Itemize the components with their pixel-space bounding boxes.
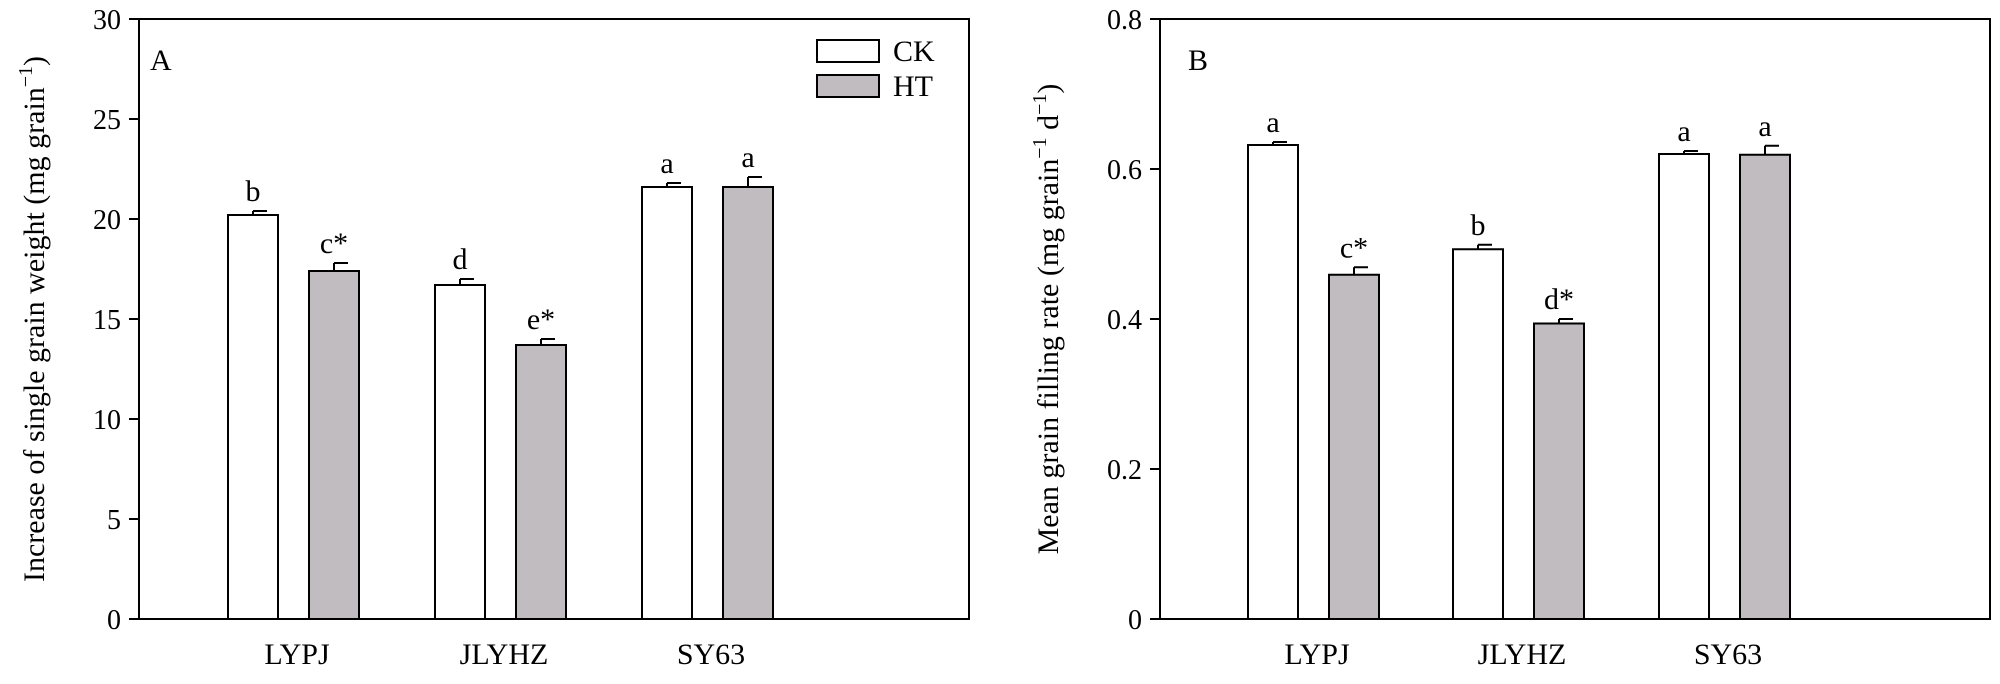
panel-b: B Mean grain filling rate (mg grain−1 d−… [1029, 18, 1991, 620]
y-tick-label-0-5: 25 [93, 105, 121, 136]
y-tick-label-0-2: 10 [93, 405, 121, 436]
y-tick-label-1-2: 0.4 [1107, 305, 1142, 336]
bar-ck-1-0 [1247, 144, 1299, 620]
bar-ht-0-1 [515, 344, 567, 620]
legend-label-ck: CK [893, 35, 935, 68]
bar-ht-1-0 [1328, 273, 1380, 620]
y-tick-label-1-3: 0.6 [1107, 155, 1142, 186]
y-tick-label-1-1: 0.2 [1107, 455, 1142, 486]
significance-label-ck-0-0: b [246, 175, 261, 208]
bar-ck-0-1 [434, 284, 486, 620]
x-category-label-1-1: JLYHZ [1478, 638, 1567, 671]
significance-label-ht-1-1: d* [1544, 283, 1574, 316]
y-tick-label-0-3: 15 [93, 305, 121, 336]
panel-tag-b: B [1188, 44, 1208, 77]
bar-ck-1-1 [1452, 248, 1504, 620]
significance-label-ck-1-0: a [1266, 106, 1279, 139]
significance-label-ck-1-1: b [1471, 209, 1486, 242]
significance-label-ht-0-1: e* [527, 303, 555, 336]
significance-label-ht-0-2: a [741, 141, 754, 174]
y-tick-label-0-1: 5 [107, 505, 121, 536]
bar-ck-1-2 [1658, 153, 1710, 620]
x-category-label-0-1: JLYHZ [460, 638, 549, 671]
bar-ht-0-2 [722, 186, 774, 620]
y-tick-label-1-4: 0.8 [1107, 5, 1142, 36]
legend-swatch-ht [816, 74, 880, 98]
y-axis-title-b: Mean grain filling rate (mg grain−1 d−1) [1029, 84, 1065, 555]
significance-label-ht-1-0: c* [1340, 231, 1368, 264]
y-tick-label-0-4: 20 [93, 205, 121, 236]
significance-label-ck-1-2: a [1677, 115, 1690, 148]
significance-label-ht-0-0: c* [320, 227, 348, 260]
y-axis-title-a: Increase of single grain weight (mg grai… [15, 56, 51, 582]
x-category-label-0-0: LYPJ [264, 638, 330, 671]
chart-marks: 0 5 10 15 20 25 30 LYPJ JLYHZ SY63 b d a c* e* a 0 0.2 0.4… [93, 5, 1791, 671]
x-category-label-1-2: SY63 [1694, 638, 1762, 671]
x-category-label-0-2: SY63 [677, 638, 745, 671]
bar-ck-0-2 [641, 186, 693, 620]
significance-label-ck-0-2: a [660, 147, 673, 180]
legend-label-ht: HT [893, 70, 933, 103]
y-tick-label-0-0: 0 [107, 605, 121, 636]
significance-label-ht-1-2: a [1758, 110, 1771, 143]
significance-label-ck-0-1: d [453, 243, 468, 276]
bar-ht-0-0 [308, 270, 360, 620]
bar-ck-0-0 [227, 214, 279, 620]
y-tick-label-1-0: 0 [1128, 605, 1142, 636]
bar-ht-1-2 [1739, 153, 1791, 620]
legend-swatch-ck [816, 39, 880, 63]
panel-tag-a: A [150, 44, 172, 77]
legend: CK HT [816, 35, 935, 103]
y-tick-label-0-6: 30 [93, 5, 121, 36]
panel-a: A Increase of single grain weight (mg gr… [15, 18, 970, 620]
bar-ht-1-1 [1533, 322, 1585, 620]
x-category-label-1-0: LYPJ [1284, 638, 1350, 671]
